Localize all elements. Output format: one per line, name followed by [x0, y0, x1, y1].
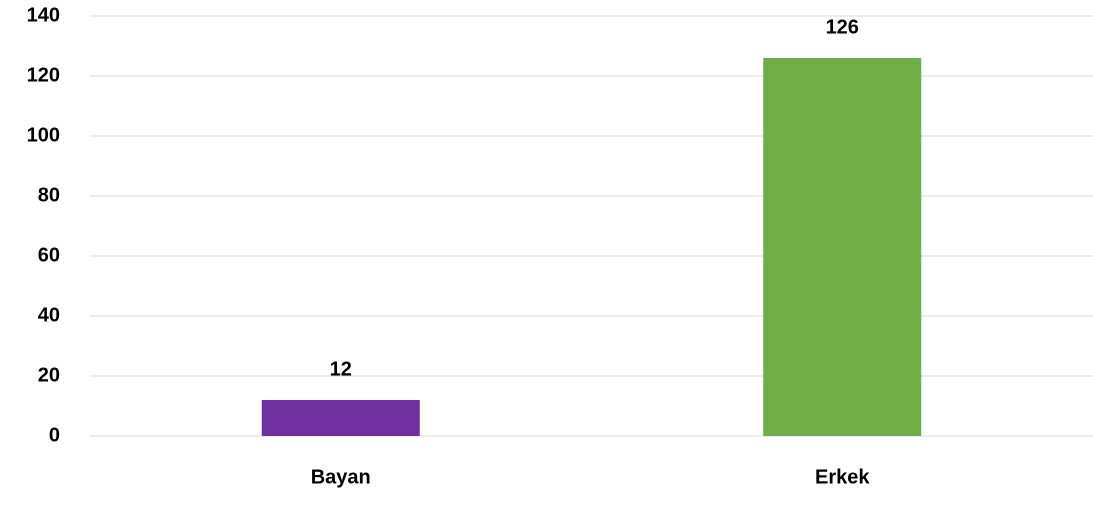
x-tick-label: Bayan: [311, 466, 371, 488]
y-tick-label: 140: [27, 4, 60, 26]
x-tick-label: Erkek: [815, 466, 870, 488]
y-tick-label: 120: [27, 64, 60, 86]
data-label: 12: [330, 358, 352, 380]
bar: [763, 58, 922, 436]
y-tick-label: 100: [27, 124, 60, 146]
y-tick-label: 60: [38, 244, 60, 266]
bar: [261, 400, 420, 436]
y-tick-label: 0: [49, 424, 60, 446]
y-tick-label: 40: [38, 304, 60, 326]
y-tick-label: 20: [38, 364, 60, 386]
y-tick-label: 80: [38, 184, 60, 206]
data-label: 126: [826, 16, 859, 38]
